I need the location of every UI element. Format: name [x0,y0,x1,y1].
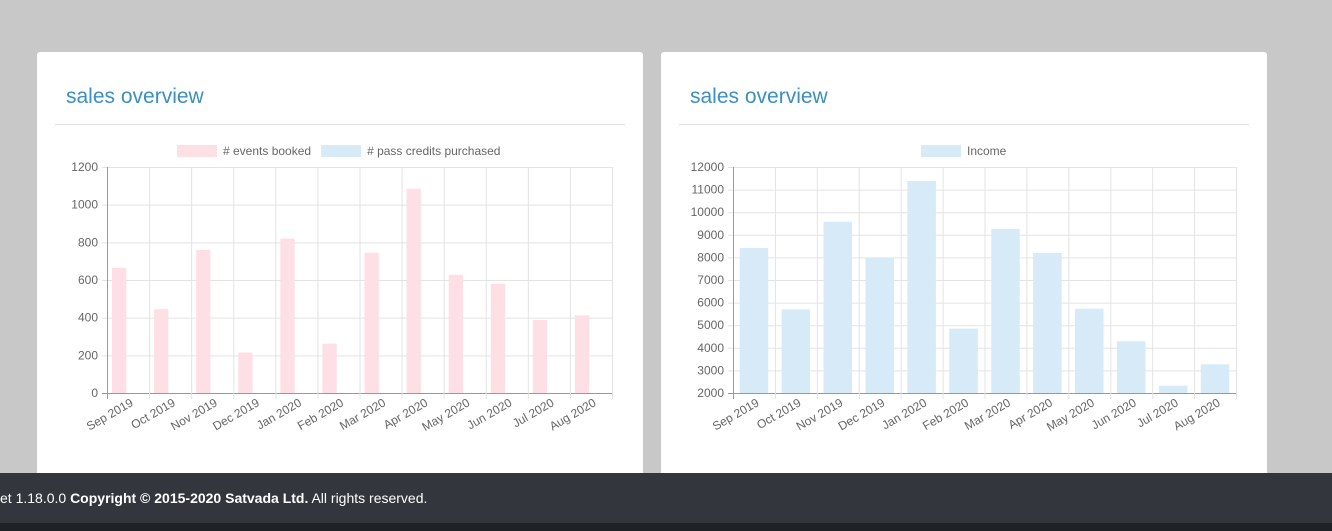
x-tick-label: Dec 2019 [210,395,262,433]
x-tick-label: Jan 2020 [879,395,929,432]
bar [907,181,936,393]
income-bar-chart: Income 2000 3000 4000 5000 6000 7000 8000 9000 10… [691,144,1237,434]
x-tick-label: Mar 2020 [962,395,1013,433]
bar [112,267,127,393]
y-tick-label: 800 [78,235,98,249]
bar [154,309,169,393]
y-tick-label: 1200 [71,160,98,174]
footer-version: et 1.18.0.0 [0,490,71,506]
bar [364,252,379,393]
y-tick-label: 600 [78,273,98,287]
y-tick-label: 400 [78,311,98,325]
events-bar-chart: # events booked # pass credits purchased 0… [71,144,613,434]
card-title: sales overview [690,85,828,108]
x-tick-label: Jan 2020 [254,395,304,432]
bar [739,247,769,393]
bar [1033,252,1062,393]
footer: et 1.18.0.0 Copyright © 2015-2020 Satvad… [0,473,1332,523]
x-tick-label: Nov 2019 [794,395,846,433]
bar [991,228,1020,393]
legend-swatch [321,145,362,157]
x-tick-label: Feb 2020 [295,395,346,433]
y-tick-label: 2000 [697,386,724,400]
x-tick-label: Aug 2020 [547,395,599,433]
bar [781,309,811,393]
y-tick-label: 1000 [71,198,98,212]
bar [1075,308,1104,393]
bar [532,319,548,393]
bar [1116,341,1146,393]
divider [55,124,625,125]
x-tick-label: Feb 2020 [920,395,971,433]
x-tick-label: May 2020 [420,395,473,434]
legend-label: # events booked [223,144,311,158]
card-title: sales overview [66,85,204,108]
legend-swatch [177,145,217,157]
bar [1158,385,1188,393]
y-tick-label: 5000 [697,318,724,332]
bar [1200,364,1230,393]
legend-label: Income [967,144,1007,158]
legend-label: # pass credits purchased [367,144,500,158]
y-tick-label: 11000 [692,183,725,197]
y-tick-label: 3000 [697,363,724,377]
x-tick-label: Sep 2019 [710,395,762,433]
y-tick-label: 6000 [697,296,724,310]
y-tick-label: 4000 [697,341,724,355]
legend-swatch [921,145,961,157]
x-tick-label: Dec 2019 [836,395,888,433]
y-tick-label: 7000 [697,273,724,287]
taskbar-strip [0,523,1332,531]
x-tick-label: Jun 2020 [1089,395,1139,432]
footer-rights: All rights reserved. [308,490,428,506]
bar [949,328,978,393]
bar [448,274,463,393]
bar [490,283,506,393]
y-tick-label: 8000 [697,250,724,264]
y-tick-label: 10000 [691,205,725,219]
bar [823,221,853,393]
bar [865,257,894,393]
x-tick-label: Mar 2020 [337,395,388,433]
y-tick-label: 200 [78,348,98,362]
bar [280,238,295,393]
y-tick-label: 0 [91,386,98,400]
bar [196,249,211,393]
footer-copyright: Copyright © 2015-2020 Satvada Ltd. [70,490,309,506]
x-tick-label: May 2020 [1044,395,1097,434]
bar [322,343,337,393]
y-tick-label: 9000 [697,228,724,242]
bar [574,315,590,393]
x-tick-label: Jun 2020 [465,395,515,432]
bar [406,188,421,393]
x-tick-label: Sep 2019 [84,395,136,433]
x-tick-label: Nov 2019 [168,395,220,433]
y-tick-label: 12000 [691,160,725,174]
bar [238,352,253,393]
x-tick-label: Aug 2020 [1171,395,1223,433]
sales-overview-card-events: sales overview # events booked # pass cre… [37,52,643,492]
divider [679,124,1249,125]
sales-overview-card-income: sales overview Income 2000 3000 4000 5000 600… [661,52,1267,492]
